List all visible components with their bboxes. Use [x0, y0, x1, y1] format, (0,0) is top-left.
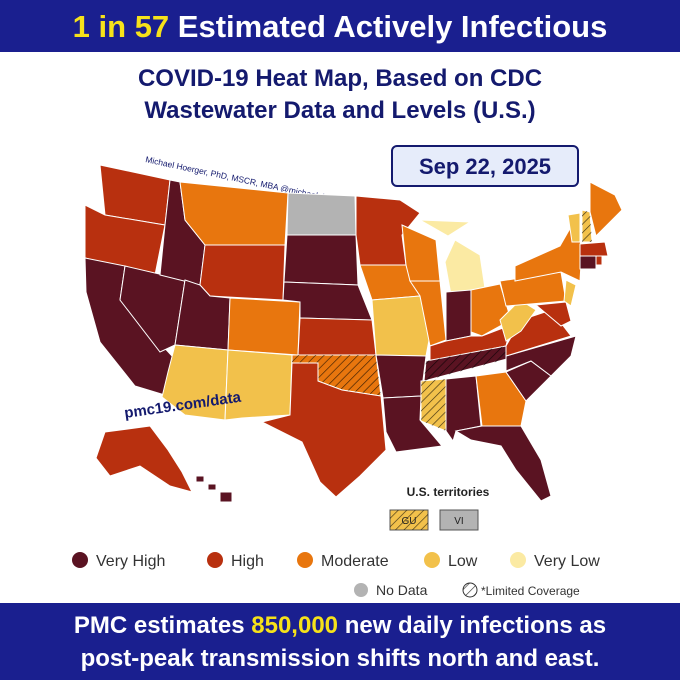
legend-label: *Limited Coverage: [481, 584, 580, 598]
legend-swatch: [510, 552, 526, 568]
legend-label: Very High: [96, 553, 165, 570]
legend-swatch: [297, 552, 313, 568]
territory-box: [439, 509, 479, 531]
state: [444, 239, 487, 296]
state: [401, 224, 441, 282]
state: [454, 425, 552, 502]
state: [419, 219, 472, 237]
legend-swatch-hatch: [463, 583, 477, 597]
date-box: [391, 145, 579, 187]
header-part: 1 in: [73, 9, 126, 44]
limited-coverage-hatch: [582, 210, 592, 242]
title-line: COVID-19 Heat Map, Based on CDC: [138, 65, 542, 92]
header-band: [0, 0, 680, 52]
state: [563, 279, 577, 307]
state: [297, 317, 377, 356]
limited-coverage-hatch: [390, 510, 428, 530]
state: [579, 255, 597, 270]
state: [371, 295, 431, 357]
territory-label: GU: [402, 516, 417, 527]
territories-label: U.S. territories: [407, 485, 490, 499]
state: [283, 234, 359, 286]
state: [95, 425, 193, 493]
footer-part: PMC estimates: [74, 612, 245, 639]
limited-coverage-hatch: [424, 346, 522, 381]
state: [219, 491, 233, 503]
state: [445, 289, 472, 342]
footer-number: 850,000: [251, 612, 338, 639]
legend-swatch: [424, 552, 440, 568]
state: [579, 241, 609, 257]
header-text: 1 in 57 Estimated Actively Infectious: [73, 9, 608, 44]
footer-line: PMC estimates 850,000 new daily infectio…: [74, 612, 606, 639]
state: [227, 297, 301, 356]
state: [475, 371, 527, 427]
state: [207, 483, 217, 491]
legend: Very High High Moderate Low Very Low No Data *…: [72, 552, 600, 598]
us-map: [84, 164, 623, 503]
state: [195, 475, 205, 483]
legend-label: Very Low: [534, 553, 600, 570]
state: [589, 181, 623, 237]
title-line: Wastewater Data and Levels (U.S.): [144, 97, 535, 124]
header-part: Estimated Actively Infectious: [178, 9, 608, 44]
limited-coverage-hatch: [292, 355, 381, 396]
state: [224, 349, 293, 421]
state: [567, 212, 581, 243]
state: [375, 354, 427, 399]
state: [505, 335, 577, 377]
footer-part: new daily infections as: [345, 612, 606, 639]
legend-label: Moderate: [321, 553, 389, 570]
territories: GU VI: [389, 509, 479, 531]
legend-label: No Data: [376, 582, 428, 598]
header-number: 57: [135, 9, 169, 44]
state: [534, 301, 572, 327]
state: [260, 362, 387, 498]
state: [199, 244, 286, 301]
legend-swatch: [354, 583, 368, 597]
limited-coverage-hatch: [421, 379, 446, 431]
legend-swatch: [72, 552, 88, 568]
state: [84, 204, 166, 276]
date: Sep 22, 2025: [419, 154, 551, 179]
legend-swatch: [207, 552, 223, 568]
footer-band: [0, 603, 680, 680]
legend-label: High: [231, 553, 264, 570]
state: [286, 192, 357, 236]
legend-label: Low: [448, 553, 478, 570]
territory-label: VI: [454, 516, 463, 527]
footer-line: post-peak transmission shifts north and …: [81, 645, 600, 672]
state: [595, 255, 603, 266]
